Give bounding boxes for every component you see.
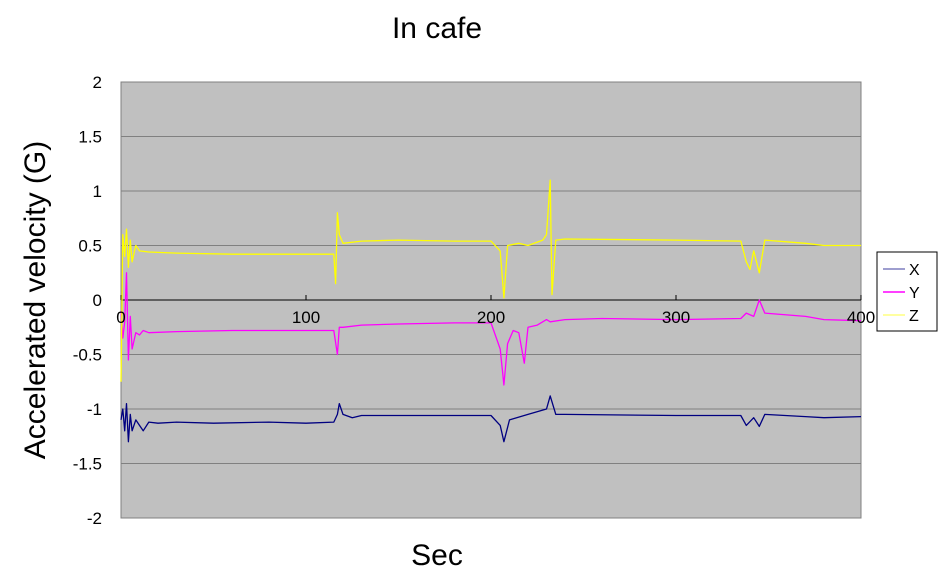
series-lines xyxy=(120,179,862,443)
legend-label-z: Z xyxy=(909,308,919,325)
y-tick-label: 2 xyxy=(93,73,102,92)
legend: XYZ xyxy=(876,251,938,332)
chart-title: In cafe xyxy=(392,12,482,45)
y-tick-label: -2 xyxy=(87,509,102,528)
y-tick-label: -1 xyxy=(87,400,102,419)
x-axis-title: Sec xyxy=(411,539,463,572)
x-tick-label: 100 xyxy=(292,308,320,327)
x-tick-label: 0 xyxy=(116,308,125,327)
y-axis-title: Accelerated velocity (G) xyxy=(19,141,52,459)
y-tick-label: 1 xyxy=(93,182,102,201)
y-tick-label: 0 xyxy=(93,291,102,310)
legend-label-y: Y xyxy=(909,285,920,302)
y-tick-label: -1.5 xyxy=(73,455,102,474)
x-tick-label: 300 xyxy=(662,308,690,327)
series-line-x xyxy=(120,395,862,443)
series-line-z xyxy=(120,179,861,382)
x-tick-labels: 0 100 200 300 400 xyxy=(116,308,875,327)
gridlines xyxy=(121,81,861,519)
y-tick-label: 1.5 xyxy=(78,128,102,147)
y-tick-labels: 2 1.5 1 0.5 0 -0.5 -1 -1.5 -2 xyxy=(73,73,102,528)
y-tick-label: -0.5 xyxy=(73,346,102,365)
x-axis xyxy=(120,295,862,301)
legend-label-x: X xyxy=(909,262,920,279)
x-tick-label: 400 xyxy=(847,308,875,327)
series-line-y xyxy=(120,272,862,386)
y-tick-label: 0.5 xyxy=(78,237,102,256)
x-tick-label: 200 xyxy=(477,308,505,327)
